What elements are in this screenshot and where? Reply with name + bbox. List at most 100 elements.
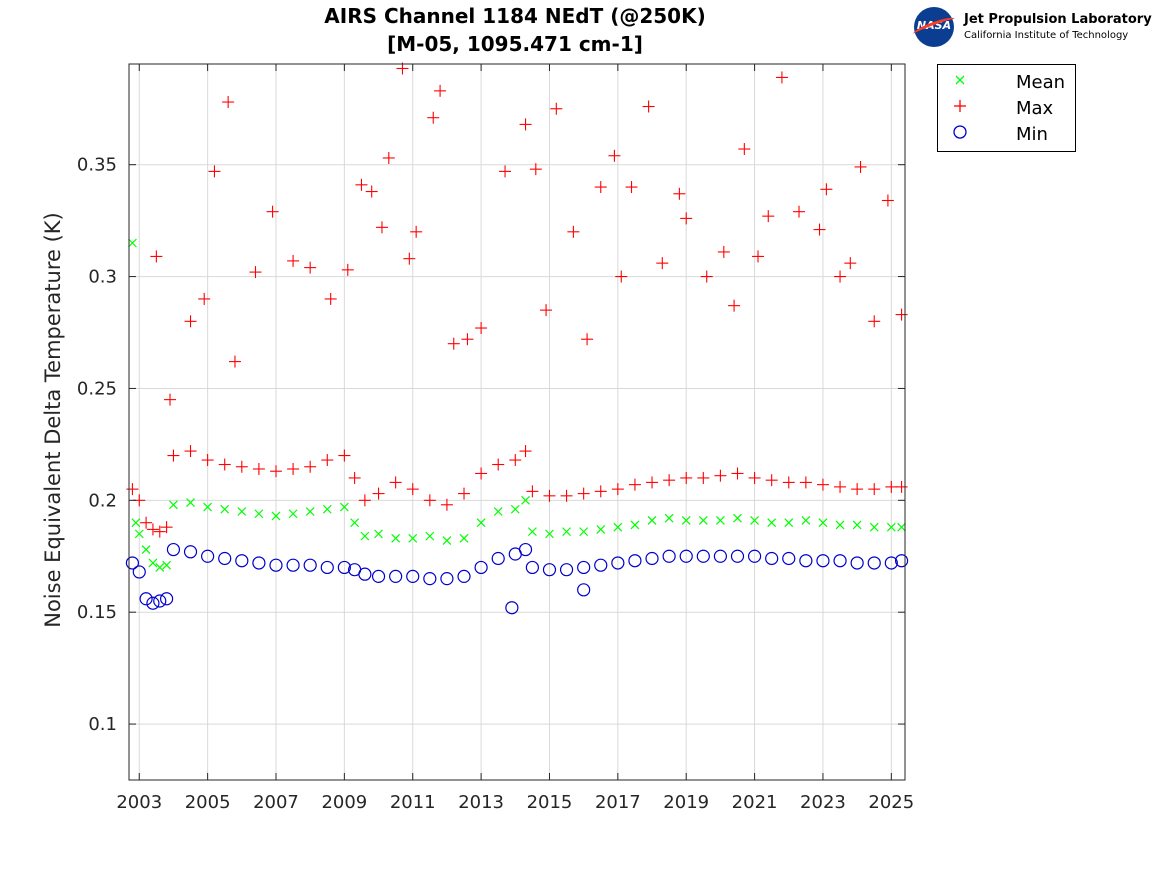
legend-label-min: Min: [1016, 124, 1048, 145]
mean-point: [869, 522, 879, 532]
max-point: [338, 449, 351, 462]
min-point: [337, 560, 351, 575]
max-point: [560, 489, 573, 502]
max-outliers-point: [844, 257, 857, 270]
legend-label-max: Max: [1016, 98, 1054, 119]
max-outliers-point: [304, 261, 317, 274]
max-outliers-point: [868, 315, 881, 328]
min-point: [457, 569, 471, 583]
mean-point: [425, 531, 435, 541]
min-outliers-point: [577, 583, 591, 597]
mean-point: [442, 536, 452, 546]
max-outliers-point: [793, 205, 806, 218]
mean-point: [579, 527, 589, 537]
max-point: [146, 523, 159, 536]
mean-point: [408, 533, 418, 543]
mean-point: [169, 500, 178, 510]
max-outliers-point: [447, 337, 460, 350]
max-point: [235, 460, 248, 473]
x-tick-label: 2025: [868, 792, 914, 813]
min-point: [577, 560, 591, 575]
max-point: [509, 454, 522, 467]
max-outliers-point: [550, 102, 563, 115]
min-outliers-point: [505, 601, 519, 615]
min-point: [286, 558, 300, 572]
legend-item-min: Min: [938, 121, 1075, 145]
min-point: [816, 554, 830, 568]
mean-point: [801, 516, 811, 525]
max-outliers-point: [228, 355, 241, 368]
circle-marker-icon: [953, 125, 967, 139]
max-point: [868, 483, 881, 496]
y-tick-labels: 0.1 0.15 0.2 0.25 0.3 0.35: [77, 155, 117, 735]
max-point: [372, 487, 385, 500]
min-point: [201, 549, 215, 563]
mean-point: [155, 563, 165, 572]
max-outliers-point: [287, 254, 300, 267]
mean-point: [305, 507, 315, 516]
max-point: [440, 498, 453, 511]
max-outliers-point: [324, 292, 337, 305]
max-outliers-point: [475, 322, 488, 335]
min-point: [358, 567, 372, 581]
mean-point: [835, 520, 845, 530]
mean-point: [647, 516, 657, 525]
mean-point: [237, 507, 247, 516]
max-outliers-point: [208, 165, 221, 178]
x-tick-label: 2005: [185, 792, 231, 813]
y-tick-label: 0.15: [77, 602, 117, 623]
axes-box: [128, 63, 906, 781]
mean-point: [391, 533, 401, 543]
max-point: [201, 454, 214, 467]
min-point: [389, 569, 403, 583]
y-tick-label: 0.3: [88, 267, 117, 288]
min-point: [252, 556, 266, 570]
x-tick-label: 2011: [390, 792, 436, 813]
y-tick-label: 0.1: [88, 714, 117, 735]
mean-point: [162, 560, 172, 570]
max-outliers-point: [382, 151, 395, 164]
min-point: [628, 554, 642, 568]
mean-point: [818, 518, 828, 528]
mean-point: [141, 545, 151, 554]
max-point: [304, 460, 317, 473]
x-tick-label: 2009: [321, 792, 367, 813]
max-point: [628, 478, 641, 491]
jpl-logo: NASA Jet Propulsion Laboratory Californi…: [911, 4, 1152, 48]
mean-point: [681, 516, 691, 525]
min-point: [218, 551, 232, 566]
max-outliers-point: [700, 270, 713, 283]
max-outliers-point: [895, 308, 908, 321]
max-point: [348, 471, 361, 484]
min-point: [371, 569, 386, 583]
legend: Mean Max Min: [937, 64, 1076, 152]
max-outliers-point: [813, 223, 826, 236]
min-point: [423, 572, 437, 586]
min-point: [183, 545, 198, 559]
max-outliers-point: [881, 194, 894, 207]
min-point: [160, 592, 174, 606]
min-point: [320, 560, 334, 575]
max-point: [153, 525, 166, 538]
mean-point: [339, 502, 349, 512]
max-point: [765, 474, 778, 487]
min-point: [662, 549, 676, 563]
max-outliers-point: [608, 149, 621, 162]
max-point: [406, 483, 419, 496]
mean-point: [288, 509, 298, 519]
min-point: [713, 549, 728, 563]
mean-point: [476, 518, 486, 528]
max-point: [543, 489, 556, 502]
max-point: [731, 467, 744, 480]
y-axis-label: Noise Equivalent Delta Temperature (K): [41, 212, 65, 628]
min-point: [645, 551, 659, 566]
max-point: [748, 471, 761, 484]
mean-point: [886, 522, 896, 532]
max-outliers-point: [540, 304, 553, 317]
min-point: [679, 549, 693, 563]
max-outliers-point: [461, 333, 474, 346]
max-outliers-point: [499, 165, 512, 178]
mean-point: [459, 533, 469, 543]
mean-point: [767, 518, 777, 528]
mean-point: [613, 522, 623, 532]
